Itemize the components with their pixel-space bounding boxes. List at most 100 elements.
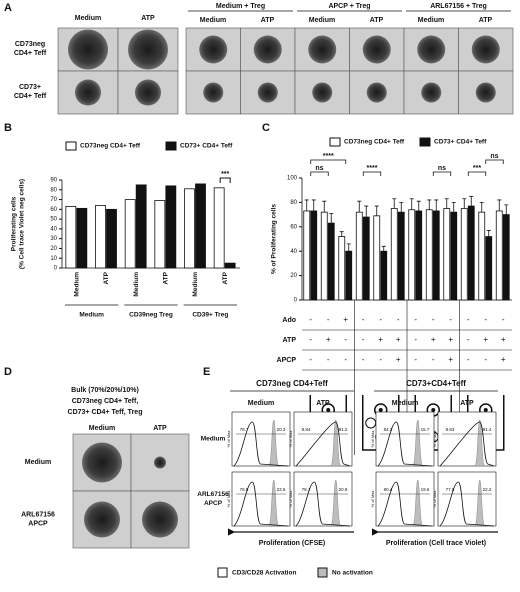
y-axis-label: % of Max	[370, 491, 375, 508]
bar	[320, 211, 328, 301]
y-tick-label: 70	[50, 197, 57, 203]
bar	[76, 207, 88, 269]
sign: -	[397, 315, 400, 324]
label: ATP	[316, 400, 330, 407]
label: Medium	[309, 17, 335, 24]
label: CD73+	[19, 84, 41, 91]
label: Medium	[392, 400, 418, 407]
label: Proliferation (Cell trace Violet)	[386, 540, 486, 547]
sign: -	[484, 355, 487, 364]
error-bar	[322, 200, 327, 213]
y-tick-label: 80	[290, 200, 297, 206]
y-tick-label: 90	[50, 178, 57, 184]
label: CD73neg CD4+ Teff,	[72, 398, 139, 405]
bar	[124, 199, 136, 269]
y-tick-label: 20	[50, 246, 57, 252]
y-axis-label: % of Max	[226, 431, 231, 448]
sign: +	[396, 355, 401, 364]
sign: -	[449, 315, 452, 324]
sign: +	[501, 355, 506, 364]
label: CD3/CD28 Activation	[232, 570, 296, 577]
y-tick-label: 0	[294, 298, 298, 304]
error-bar	[311, 199, 316, 211]
label: Medium	[89, 425, 115, 432]
error-bar	[462, 198, 467, 209]
y-axis-label: % of Max	[432, 491, 437, 508]
error-bar	[399, 202, 404, 213]
label: ATP	[370, 17, 384, 24]
histogram-frame	[231, 411, 291, 467]
legend-swatch	[329, 137, 341, 147]
label: ATP	[153, 425, 167, 432]
histogram-frame	[375, 471, 435, 527]
bar	[195, 183, 206, 269]
bar	[380, 250, 388, 301]
bar	[467, 205, 475, 301]
sign: -	[309, 355, 312, 364]
sign: -	[344, 355, 347, 364]
y-axis-label: % of Max	[226, 491, 231, 508]
colony	[312, 82, 333, 103]
colony	[308, 35, 337, 64]
group-label: Medium	[79, 312, 104, 319]
reference-peak	[474, 419, 485, 467]
label: CD73neg	[15, 41, 45, 48]
error-bar	[392, 198, 397, 209]
bar	[495, 210, 503, 301]
bar	[213, 187, 225, 269]
sign: +	[396, 335, 401, 344]
gate-value: 19.6	[421, 487, 430, 492]
sign: +	[326, 335, 331, 344]
sign: -	[327, 315, 330, 324]
label: Medium	[25, 459, 51, 466]
legend-swatch	[419, 137, 431, 147]
sign: -	[467, 315, 470, 324]
reference-peak	[268, 479, 279, 527]
sign: -	[327, 355, 330, 364]
error-bar	[304, 199, 309, 211]
group-label: CD39neg Treg	[129, 312, 173, 319]
colony	[257, 82, 278, 103]
bracket	[485, 159, 504, 164]
bracket	[362, 171, 382, 176]
y-axis-label: % of Max	[288, 431, 293, 448]
gate-value: 20.9	[339, 487, 348, 492]
sign: -	[432, 355, 435, 364]
y-tick-label: 80	[50, 187, 57, 193]
histogram-curve	[377, 421, 433, 467]
histogram-curve	[439, 421, 495, 467]
label: ATP	[479, 17, 493, 24]
label: ATP	[141, 15, 155, 22]
bar	[443, 208, 451, 301]
label: APCP	[277, 357, 297, 364]
gate-value: 8.84	[302, 427, 311, 432]
error-bar	[346, 243, 351, 252]
label: E	[203, 366, 210, 378]
colony	[253, 35, 282, 64]
colony	[154, 456, 166, 469]
label: Medium	[418, 17, 444, 24]
label: ATP	[460, 400, 474, 407]
y-tick-label: 50	[50, 217, 57, 223]
label: CD73neg CD4+ Teff	[344, 139, 405, 146]
colony	[471, 35, 500, 64]
histogram-frame	[231, 471, 291, 527]
label: ***	[221, 171, 229, 178]
reference-peak	[412, 419, 423, 467]
error-bar	[479, 202, 484, 213]
label: CD73neg CD4+Teff	[256, 379, 328, 388]
label: APCP	[28, 520, 48, 527]
error-bar	[381, 245, 386, 252]
sign: -	[502, 315, 505, 324]
error-bar	[469, 195, 474, 207]
y-tick-label: 100	[287, 176, 298, 182]
error-bar	[427, 199, 432, 210]
sign: +	[343, 315, 348, 324]
bar	[478, 211, 486, 301]
histogram-curve	[295, 421, 351, 467]
cell-icon	[483, 408, 488, 412]
colony	[475, 82, 496, 103]
bar	[345, 250, 353, 301]
colony	[128, 29, 168, 70]
